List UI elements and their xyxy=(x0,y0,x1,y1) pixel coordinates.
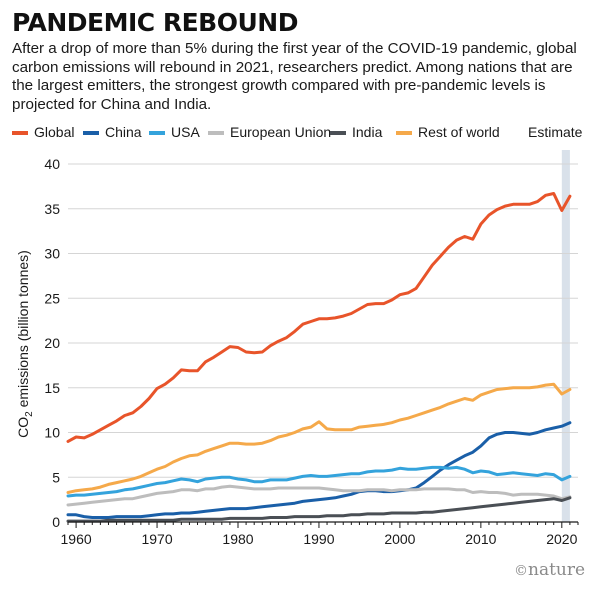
legend-label: Global xyxy=(34,124,75,140)
y-tick-label: 10 xyxy=(44,425,60,441)
x-tick-label: 1970 xyxy=(141,531,172,547)
legend-label: European Union xyxy=(230,124,332,140)
legend-label: China xyxy=(105,124,142,140)
x-tick-label: 1960 xyxy=(61,531,92,547)
y-tick-label: 5 xyxy=(52,469,60,485)
y-tick-label: 15 xyxy=(44,380,60,396)
y-axis-label-prefix: CO xyxy=(15,417,31,438)
nature-logo: ©nature xyxy=(514,560,585,580)
series-line-rest-of-world xyxy=(66,382,572,494)
legend-label: India xyxy=(352,124,383,140)
x-tick-label: 1980 xyxy=(222,531,253,547)
legend-label: USA xyxy=(171,124,200,140)
estimate-label: Estimate xyxy=(528,124,583,140)
brand-name: nature xyxy=(528,560,586,580)
copyright-symbol: © xyxy=(514,563,528,579)
legend-swatch xyxy=(208,131,224,136)
y-tick-label: 40 xyxy=(44,156,60,172)
y-tick-label: 0 xyxy=(52,514,60,530)
chart-axes: 0 5 10 15 20 25 30 35 40 1960 1970 1980 1990 2000 2010… xyxy=(44,156,579,547)
legend-swatch xyxy=(396,131,412,136)
legend-item-european-union: European Union xyxy=(208,124,331,140)
estimate-band xyxy=(561,150,570,522)
estimate-band-rect xyxy=(561,150,570,522)
legend-label: Rest of world xyxy=(418,124,500,140)
page-title: PANDEMIC REBOUND xyxy=(12,8,298,37)
series-line-india xyxy=(66,496,572,523)
legend-swatch xyxy=(149,131,165,136)
x-tick-label: 2010 xyxy=(465,531,496,547)
chart-gridlines xyxy=(68,163,578,478)
legend-item-china: China xyxy=(83,124,142,140)
legend-item-usa: USA xyxy=(149,124,200,140)
legend-item-global: Global xyxy=(12,124,74,140)
x-tick-label: 1990 xyxy=(303,531,334,547)
series-line-global xyxy=(66,192,572,443)
y-axis-label: CO2 emissions (billion tonnes) xyxy=(15,250,35,438)
legend-swatch xyxy=(330,131,346,136)
y-tick-label: 35 xyxy=(44,201,60,217)
page-subtitle: After a drop of more than 5% during the … xyxy=(12,40,577,113)
legend-item-india: India xyxy=(330,124,382,140)
y-tick-label: 30 xyxy=(44,246,60,262)
y-axis-label-suffix: emissions (billion tonnes) xyxy=(15,250,31,411)
y-axis-label-subscript: 2 xyxy=(24,411,35,417)
y-tick-label: 25 xyxy=(44,290,60,306)
chart-series-lines xyxy=(66,192,572,523)
legend-swatch xyxy=(83,131,99,136)
legend-swatch xyxy=(12,131,28,136)
legend-item-rest-of-world: Rest of world xyxy=(396,124,500,140)
series-line-usa xyxy=(66,465,572,498)
series-line-european-union xyxy=(66,484,572,507)
x-tick-label: 2020 xyxy=(546,531,577,547)
x-tick-label: 2000 xyxy=(384,531,415,547)
series-line-china xyxy=(66,421,572,519)
y-tick-label: 20 xyxy=(44,335,60,351)
